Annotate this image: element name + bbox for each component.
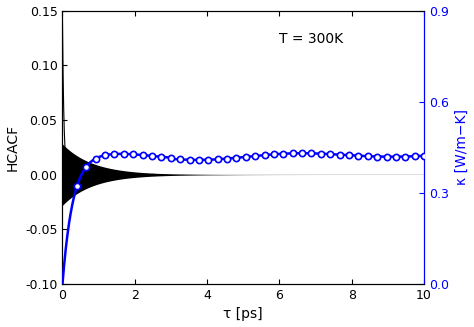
- X-axis label: τ [ps]: τ [ps]: [223, 307, 263, 321]
- Y-axis label: κ [W/m−K]: κ [W/m−K]: [455, 109, 468, 185]
- Y-axis label: HCACF: HCACF: [6, 124, 19, 171]
- Text: T = 300K: T = 300K: [279, 32, 344, 46]
